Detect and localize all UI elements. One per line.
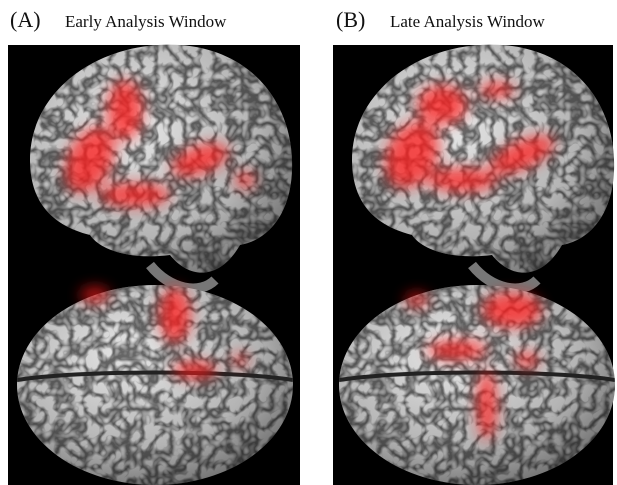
figure: (A) Early Analysis Window (B) Late Analy… xyxy=(0,0,617,485)
panel-title: Late Analysis Window xyxy=(390,12,546,31)
panel-a: (A) Early Analysis Window xyxy=(8,7,300,485)
page: (A) Early Analysis Window (B) Late Analy… xyxy=(0,0,617,485)
panel-title: Early Analysis Window xyxy=(65,12,227,31)
panel-label: (A) xyxy=(10,7,41,32)
panel-label: (B) xyxy=(336,7,365,32)
panel-b: (B) Late Analysis Window xyxy=(333,7,617,485)
